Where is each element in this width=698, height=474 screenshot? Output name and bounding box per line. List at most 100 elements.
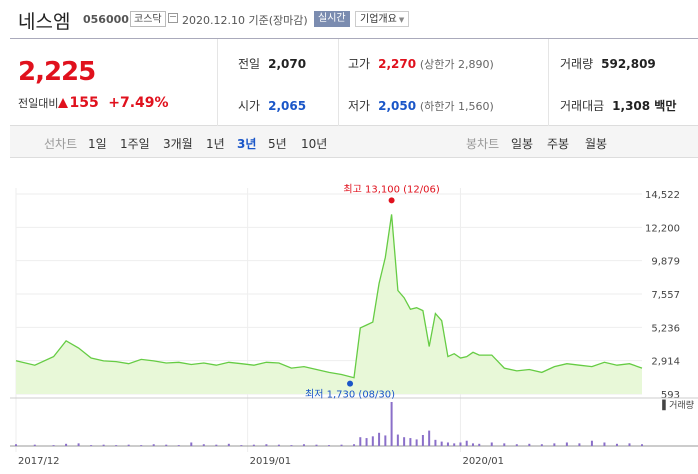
volume-bar: [340, 444, 343, 446]
high-annotation: 최고 13,100 (12/06): [343, 183, 439, 195]
y-tick-label: 2,914: [651, 357, 680, 368]
tab-10y[interactable]: 10년: [301, 137, 328, 151]
volume-bar: [409, 438, 412, 446]
volume-bar: [384, 435, 387, 446]
chevron-down-icon: ▼: [398, 16, 405, 24]
volume-bar: [528, 443, 531, 446]
volume-bar: [265, 444, 268, 446]
volume-bar: [378, 432, 381, 446]
change-amount: 155: [69, 95, 99, 111]
tab-1y[interactable]: 1년: [206, 137, 225, 151]
price-change: 전일대비 155 +7.49%: [18, 95, 169, 111]
volume-bar: [252, 444, 255, 446]
volume-bar: [202, 444, 205, 446]
volume-bar: [102, 444, 105, 446]
tab-3m[interactable]: 3개월: [163, 137, 193, 151]
volume-bar: [177, 445, 180, 446]
volume-bar: [628, 443, 631, 446]
volume-bar: [33, 444, 36, 446]
company-overview-dropdown[interactable]: 기업개요 ▼: [355, 11, 410, 27]
volume-bar: [446, 442, 449, 446]
change-label: 전일대비: [18, 97, 59, 110]
volume-bar: [421, 435, 424, 446]
volume-bar: [428, 430, 431, 446]
realtime-button[interactable]: 실시간: [314, 11, 350, 27]
volume-bar: [165, 444, 168, 446]
tab-daily[interactable]: 일봉: [511, 137, 534, 151]
prev-close: 전일 2,070: [238, 57, 307, 71]
candle-chart-label: 봉차트: [466, 137, 500, 151]
upper-limit: (상한가 2,890): [419, 58, 494, 71]
volume-bar: [290, 445, 293, 446]
volume-bar: [115, 445, 118, 446]
price-box: 2,225 전일대비 155 +7.49%: [10, 39, 218, 126]
tab-1w[interactable]: 1주일: [120, 137, 150, 151]
volume-bar: [77, 443, 80, 446]
divider: [338, 39, 339, 126]
volume-bar: [471, 443, 474, 446]
volume-bar: [590, 440, 593, 446]
stock-name: 네스엠: [18, 11, 71, 33]
tab-1d[interactable]: 1일: [88, 137, 107, 151]
low-marker: [347, 380, 354, 387]
volume-bar: [641, 444, 643, 446]
lower-limit: (하한가 1,560): [419, 100, 494, 113]
x-tick-label: 2020/01: [462, 456, 504, 467]
high-price: 고가 2,270 (상한가 2,890): [348, 57, 494, 71]
volume-bar: [440, 441, 443, 446]
price-area: [16, 214, 642, 394]
volume-bar: [403, 437, 406, 446]
y-tick-label: 14,522: [645, 190, 680, 201]
volume-bar: [490, 442, 493, 446]
volume-bar: [140, 445, 143, 446]
volume-bar: [603, 442, 606, 446]
trade-amount: 거래대금 1,308 백만: [560, 99, 677, 113]
up-triangle-icon: [58, 98, 69, 108]
y-tick-label: 593: [661, 390, 680, 401]
high-marker: [388, 197, 395, 204]
volume-bar: [190, 442, 193, 446]
stock-header: 네스엠 056000 코스닥 2020.12.10 기준(장마감) 실시간 기업…: [0, 0, 698, 38]
quote-panel: 2,225 전일대비 155 +7.49% 전일 2,070 시가 2,065 고가 2…: [10, 38, 698, 126]
volume-bar: [15, 444, 17, 446]
volume-bar: [215, 444, 218, 446]
chart-svg: 14,522 12,200 9,879 7,557 5,236 2,914 593▌거래량 2…: [10, 183, 698, 467]
open-price: 시가 2,065: [238, 99, 307, 113]
volume-bar: [503, 443, 506, 446]
volume-bar: [90, 445, 93, 446]
line-chart-label: 선차트: [44, 137, 78, 151]
volume: 거래량 592,809: [560, 57, 656, 71]
volume-bar: [615, 443, 618, 446]
volume-bar: [465, 440, 468, 446]
volume-bar: [277, 444, 280, 446]
volume-bar: [371, 436, 374, 446]
volume-bar: [227, 443, 230, 446]
volume-bar: [152, 444, 155, 446]
tab-monthly[interactable]: 월봉: [585, 137, 608, 151]
x-tick-label: 2017/12: [18, 456, 60, 467]
volume-bar: [478, 443, 481, 446]
y-tick-label: 7,557: [651, 290, 680, 301]
tab-3y[interactable]: 3년: [237, 137, 257, 151]
tab-5y[interactable]: 5년: [268, 137, 287, 151]
period-tabs: 선차트 1일 1주일 3개월 1년 3년 5년 10년 봉차트 일봉 주봉 월봉: [10, 126, 698, 158]
volume-label: ▌거래량: [661, 399, 694, 411]
volume-bar: [365, 438, 368, 446]
stock-code: 056000: [83, 13, 129, 26]
volume-bar: [302, 444, 305, 446]
volume-bar: [434, 439, 437, 446]
as-of-date: 2020.12.10 기준(장마감): [182, 14, 308, 27]
volume-bar: [240, 445, 243, 446]
market-badge: 코스닥: [130, 11, 166, 27]
price-line: [15, 214, 643, 379]
tab-weekly[interactable]: 주봉: [547, 137, 570, 151]
volume-bar: [127, 444, 130, 446]
volume-bar: [315, 444, 318, 446]
low-annotation: 최저 1,730 (08/30): [305, 389, 395, 401]
volume-bar: [390, 402, 393, 446]
change-percent: +7.49%: [108, 95, 169, 111]
volume-bar: [540, 444, 543, 446]
calendar-icon: [168, 13, 178, 23]
volume-bar: [353, 444, 356, 446]
volume-bar: [553, 443, 556, 446]
